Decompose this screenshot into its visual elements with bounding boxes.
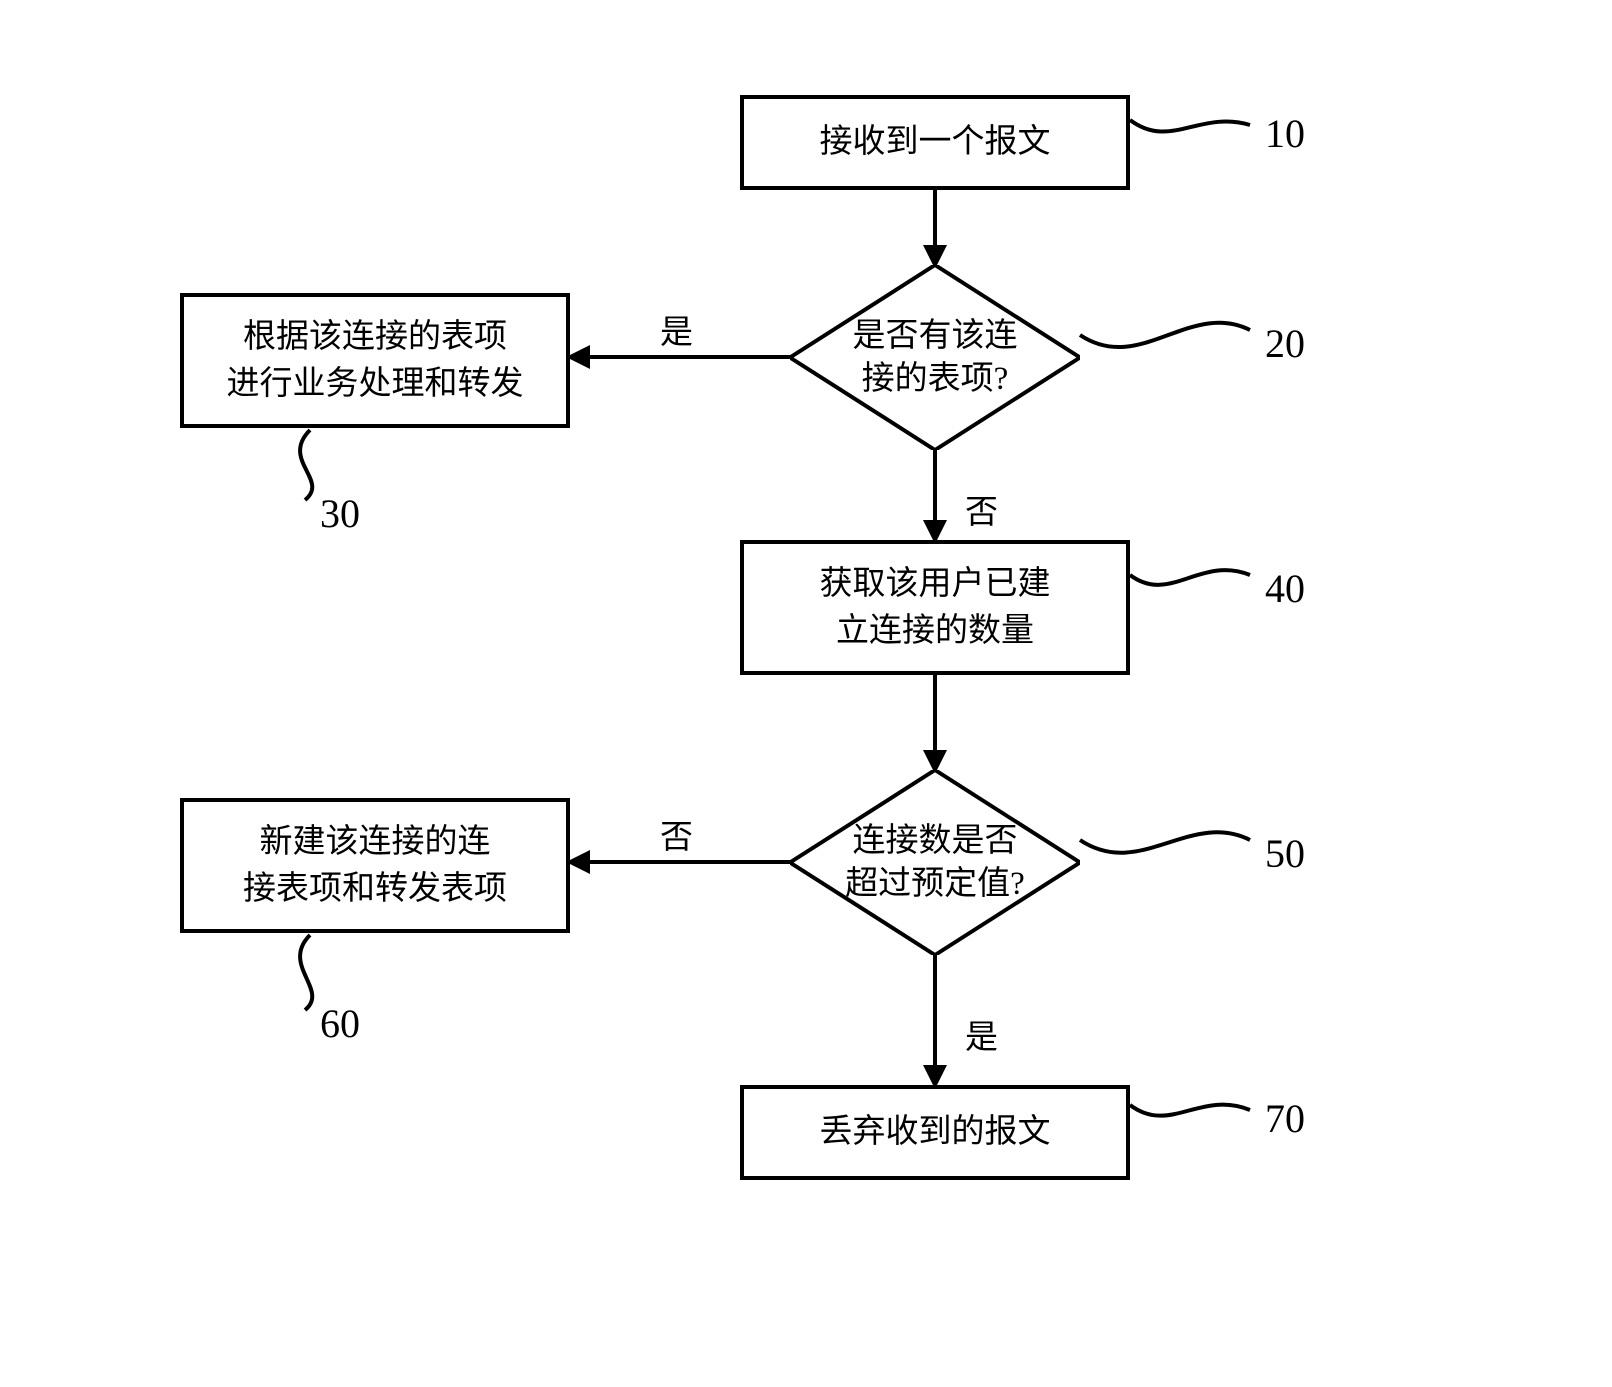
node-box-30: 根据该连接的表项进行业务处理和转发 (180, 293, 570, 428)
node-box-60: 新建该连接的连接表项和转发表项 (180, 798, 570, 933)
node-text-30: 根据该连接的表项进行业务处理和转发 (227, 314, 524, 406)
node-text-60: 新建该连接的连接表项和转发表项 (243, 819, 507, 911)
ref-label-30: 30 (320, 490, 360, 537)
node-diamond-20: 是否有该连接的表项? (790, 265, 1080, 450)
node-text-50: 连接数是否超过预定值? (845, 820, 1025, 906)
edge-label-2: 否 (965, 485, 998, 533)
node-text-10: 接收到一个报文 (820, 119, 1051, 165)
ref-label-50: 50 (1265, 830, 1305, 877)
edge-label-4: 否 (660, 810, 693, 858)
edge-label-5: 是 (965, 1010, 998, 1058)
ref-label-20: 20 (1265, 320, 1305, 367)
edge-label-1: 是 (660, 305, 693, 353)
node-box-70: 丢弃收到的报文 (740, 1085, 1130, 1180)
node-box-10: 接收到一个报文 (740, 95, 1130, 190)
ref-label-40: 40 (1265, 565, 1305, 612)
ref-label-10: 10 (1265, 110, 1305, 157)
node-text-20: 是否有该连接的表项? (853, 315, 1018, 401)
flowchart-canvas: 接收到一个报文 根据该连接的表项进行业务处理和转发 获取该用户已建立连接的数量 … (0, 0, 1612, 1387)
ref-label-70: 70 (1265, 1095, 1305, 1142)
node-text-70: 丢弃收到的报文 (820, 1109, 1051, 1155)
node-text-40: 获取该用户已建立连接的数量 (820, 561, 1051, 653)
ref-label-60: 60 (320, 1000, 360, 1047)
node-box-40: 获取该用户已建立连接的数量 (740, 540, 1130, 675)
node-diamond-50: 连接数是否超过预定值? (790, 770, 1080, 955)
